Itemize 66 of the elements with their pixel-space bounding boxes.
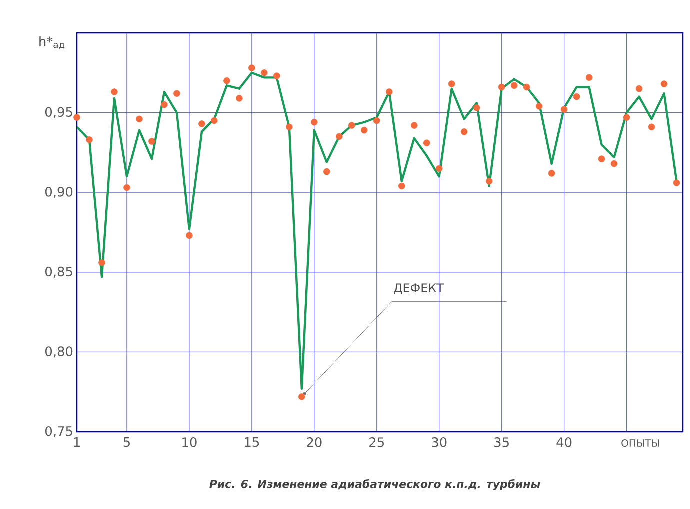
x-tick-label: 1 — [74, 438, 80, 447]
x-tick-label: 20 — [307, 438, 322, 448]
point — [460, 128, 468, 136]
y-tick-label: 0,95 — [46, 107, 72, 118]
x-axis-title: ОПЫТЫ — [622, 440, 660, 448]
point — [536, 103, 543, 110]
point — [398, 182, 406, 190]
point — [636, 85, 643, 92]
point — [324, 168, 330, 176]
point — [74, 114, 80, 121]
point — [423, 140, 430, 147]
x-tick-label: 15 — [245, 438, 260, 448]
point — [236, 95, 243, 102]
point — [623, 114, 630, 121]
point — [523, 84, 530, 91]
point — [274, 72, 280, 80]
x-tick-label: 30 — [432, 438, 447, 448]
point — [386, 88, 393, 96]
point — [174, 90, 180, 98]
point — [124, 184, 130, 192]
point — [573, 93, 580, 100]
x-tick-label: 5 — [124, 438, 130, 448]
point — [498, 84, 506, 91]
point — [336, 133, 343, 140]
x-tick-label: 40 — [556, 438, 572, 448]
point — [298, 394, 306, 400]
y-tick-label: 0,75 — [46, 426, 72, 438]
point — [86, 136, 93, 144]
point — [211, 117, 218, 124]
point — [224, 77, 230, 84]
point — [186, 232, 193, 240]
point — [311, 118, 318, 126]
point — [148, 138, 156, 145]
point — [348, 122, 356, 129]
point — [648, 124, 656, 131]
point — [198, 120, 206, 128]
point — [248, 64, 256, 72]
point — [548, 170, 556, 177]
y-tick-label: 0,80 — [46, 346, 73, 358]
point — [673, 180, 680, 186]
y-tick-label: 0,85 — [46, 266, 72, 278]
x-tick-label: 10 — [182, 438, 197, 448]
point — [510, 82, 518, 90]
point — [136, 116, 143, 123]
text: Рис. 6. Изменение адиабатического к.п.д. турбины — [210, 479, 540, 491]
y-tick-label: 0,90 — [46, 187, 73, 198]
point — [161, 101, 168, 108]
point — [111, 88, 118, 96]
point — [660, 80, 668, 88]
x-tick-label: 35 — [494, 438, 509, 448]
x-tick-label: 25 — [370, 438, 384, 448]
point — [98, 259, 106, 266]
point — [560, 106, 568, 113]
point — [610, 160, 618, 168]
point — [261, 70, 268, 76]
point — [360, 126, 368, 134]
y-axis-title: h*$_{ад}$ — [40, 36, 65, 50]
point — [373, 117, 380, 124]
point — [598, 156, 606, 162]
point — [286, 124, 293, 131]
point — [586, 74, 593, 82]
point — [473, 104, 480, 112]
point — [436, 165, 443, 172]
point — [410, 122, 418, 129]
point — [486, 178, 493, 185]
point — [448, 80, 456, 88]
